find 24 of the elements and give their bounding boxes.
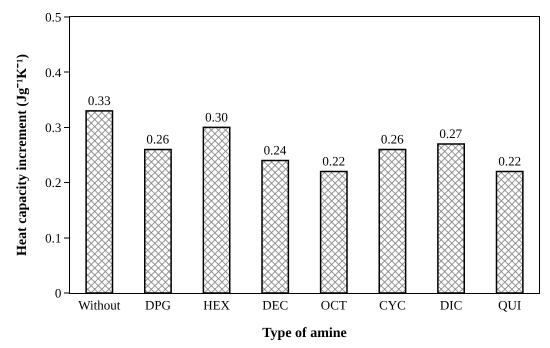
x-tick-label: HEX: [203, 298, 231, 313]
x-tick-label: DEC: [262, 298, 288, 313]
data-label: 0.26: [146, 131, 170, 146]
y-tick-label: 0.2: [45, 175, 62, 190]
y-tick-label: 0.3: [45, 120, 62, 135]
x-tick-label: DIC: [440, 298, 462, 313]
data-label: 0.30: [205, 109, 228, 124]
x-tick-label: CYC: [379, 298, 406, 313]
x-tick-label: OCT: [320, 298, 347, 313]
x-tick-label: QUI: [498, 298, 522, 313]
data-label: 0.22: [322, 154, 346, 169]
y-tick-label: 0.5: [45, 10, 62, 25]
y-tick-label: 0.4: [45, 64, 62, 80]
data-label: 0.22: [498, 154, 522, 169]
x-tick-label: Without: [78, 298, 121, 313]
data-label: 0.33: [88, 92, 111, 108]
data-label: 0.27: [439, 126, 463, 141]
y-tick-label: 0.1: [45, 230, 62, 246]
data-label: 0.24: [264, 142, 287, 158]
y-axis-title: Heat capacity increment (Jg⁻¹K⁻¹): [14, 54, 30, 256]
y-tick-label: 0: [54, 286, 62, 301]
x-axis-title: Type of amine: [262, 326, 347, 341]
x-tick-label: DPG: [144, 298, 171, 313]
data-label: 0.26: [380, 131, 404, 146]
